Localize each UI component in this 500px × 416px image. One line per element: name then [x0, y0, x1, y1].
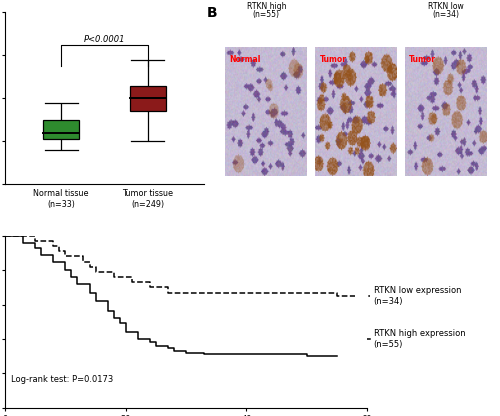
Text: (n=55): (n=55) [253, 10, 280, 20]
Bar [43, 120, 80, 139]
Text: RTKN high: RTKN high [246, 2, 286, 11]
Text: (n=34): (n=34) [432, 10, 460, 20]
Text: Log-rank test: P=0.0173: Log-rank test: P=0.0173 [11, 375, 114, 384]
Text: B: B [206, 5, 217, 20]
Text: RTKN high expression
(n=55): RTKN high expression (n=55) [374, 329, 465, 349]
Text: RTKN low: RTKN low [428, 2, 464, 11]
Bar [130, 86, 166, 111]
Text: RTKN low expression
(n=34): RTKN low expression (n=34) [374, 286, 461, 306]
Text: P<0.0001: P<0.0001 [84, 35, 125, 44]
